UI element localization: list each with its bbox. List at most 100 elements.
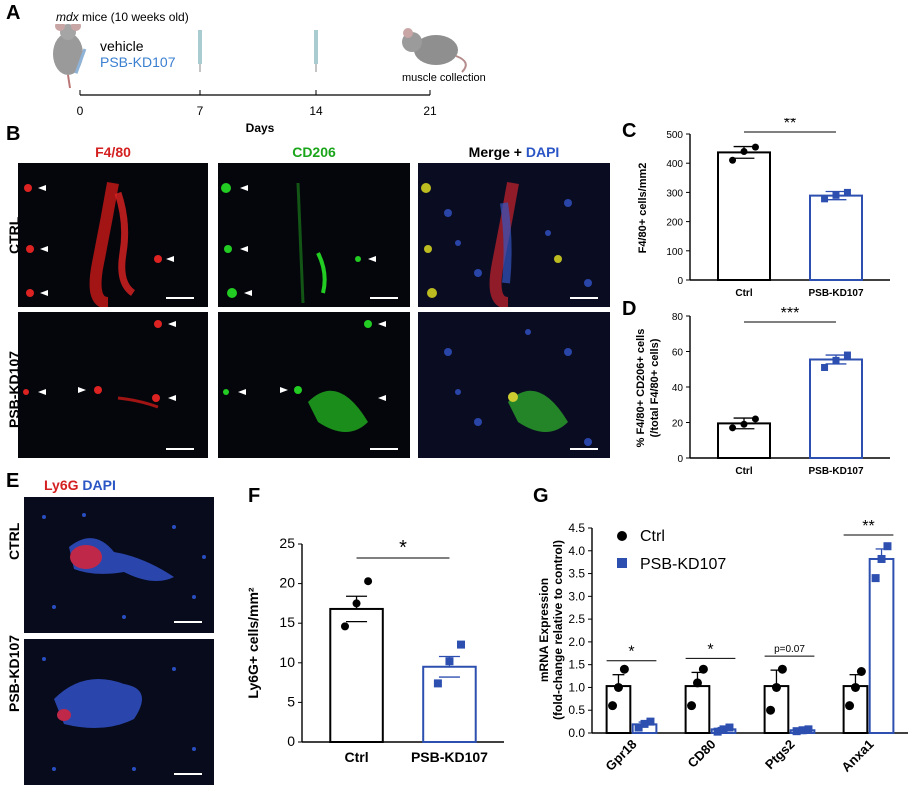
data-point <box>613 682 623 692</box>
micrograph-ly6g-psb <box>24 639 214 785</box>
x-tick-label: Ctrl <box>344 749 368 765</box>
muscle-collection-label: muscle collection <box>402 72 486 84</box>
merge-label: Merge + <box>468 144 526 160</box>
bar-cd80-ctrl <box>684 685 711 734</box>
data-point <box>821 363 829 371</box>
bar-ctrl <box>717 151 771 281</box>
bar-psb-kd107 <box>809 194 863 281</box>
timeline-panel: mdx mice (10 weeks old) <box>0 0 520 140</box>
syringe-icon-day14 <box>314 30 318 72</box>
y-tick-label: 300 <box>666 188 683 199</box>
data-point <box>640 719 649 728</box>
panel-label-e: E <box>6 470 20 492</box>
significance-marker: * <box>707 641 713 658</box>
data-point <box>740 420 748 428</box>
panel-label-a: A <box>6 2 21 24</box>
strain-name: mdx <box>56 10 79 24</box>
data-point <box>845 701 855 711</box>
y-tick-label: 60 <box>672 348 684 359</box>
col-title-f480: F4/80 <box>95 144 131 160</box>
chart-d: 0 20 40 60 80 Ctrl PSB-KD107 *** % F4/80+ CD206+… <box>635 305 890 477</box>
data-point <box>445 657 454 666</box>
panel-label-g: G <box>533 485 549 507</box>
data-point <box>798 726 807 735</box>
significance-marker: ** <box>784 118 796 132</box>
y-axis-label-2: (/total F4/80+ cells) <box>649 338 661 437</box>
y-tick-label: 0.5 <box>568 703 585 717</box>
x-tick-label: Ctrl <box>735 466 752 477</box>
y-axis-label: % F4/80+ CD206+ cells <box>635 329 647 448</box>
micrograph-ly6g-ctrl <box>24 497 214 633</box>
chart-g: 0.0 0.5 1.0 1.5 2.0 2.5 3.0 3.5 4.0 4.5 mRNA Expre… <box>537 518 908 775</box>
mouse-strain-label: mdx mice (10 weeks old) <box>56 10 189 24</box>
x-tick-label: PSB-KD107 <box>808 288 863 298</box>
data-point <box>608 701 618 711</box>
scale-bar <box>174 773 202 775</box>
y-tick-label: 2.5 <box>568 612 585 626</box>
tick-14: 14 <box>309 104 323 118</box>
y-tick-label: 40 <box>672 383 684 394</box>
y-tick-label: 200 <box>666 218 683 229</box>
timeline-graphic: 0 7 14 21 Days <box>53 24 467 135</box>
bar-psb-kd107 <box>422 665 477 743</box>
panel-label-c: C <box>622 120 637 142</box>
data-point <box>871 574 880 583</box>
legend-marker-psb <box>617 558 627 568</box>
data-point <box>729 156 737 164</box>
data-point <box>804 725 813 734</box>
tick-0: 0 <box>77 104 84 118</box>
row-label-ctrl: CTRL <box>6 522 22 560</box>
row-label-psb: PSB-KD107 <box>6 634 22 712</box>
y-axis-label: Ly6G+ cells/mm² <box>245 587 261 698</box>
y-tick-label: 80 <box>672 312 684 323</box>
x-tick-label: PSB-KD107 <box>411 749 488 765</box>
y-tick-label: 25 <box>279 535 295 551</box>
chart-c: 0 100 200 300 400 500 Ctrl PSB-KD107 ** F4/80+ ce… <box>637 118 890 298</box>
x-tick-label: CD80 <box>685 737 719 771</box>
data-point <box>792 727 801 736</box>
data-point <box>687 701 697 711</box>
ly6g-title: Ly6G DAPI <box>44 477 116 493</box>
scale-bar <box>166 297 194 299</box>
dapi-label: DAPI <box>525 144 560 160</box>
x-tick-label: Gpr18 <box>602 737 639 774</box>
data-point <box>877 554 886 563</box>
dapi-label: DAPI <box>78 477 116 493</box>
data-point <box>457 640 466 649</box>
y-tick-label: 1.5 <box>568 658 585 672</box>
y-tick-label: 4.0 <box>568 544 585 558</box>
data-point <box>692 678 702 688</box>
data-point <box>751 143 759 151</box>
x-tick-label: PSB-KD107 <box>808 466 863 477</box>
strain-desc: mice (10 weeks old) <box>78 10 189 24</box>
bar-anxa1-psb <box>868 557 895 734</box>
y-tick-label: 0.0 <box>568 726 585 740</box>
y-tick-label: 0 <box>677 454 683 465</box>
data-point <box>352 599 361 608</box>
legend-label-ctrl: Ctrl <box>640 528 665 545</box>
y-tick-label: 1.0 <box>568 680 585 694</box>
y-tick-label: 400 <box>666 159 683 170</box>
chart-f: 0 5 10 15 20 25 Ctrl PSB-KD107 * Ly6G+ cells/mm² <box>245 535 504 765</box>
panel-label-d: D <box>622 298 637 320</box>
data-point <box>433 679 442 688</box>
data-point <box>719 725 728 734</box>
y-tick-label: 20 <box>672 419 684 430</box>
data-point <box>883 542 892 551</box>
y-tick-label: 5 <box>287 693 295 709</box>
panel-label-f: F <box>248 485 261 507</box>
x-tick-label: Ctrl <box>735 288 752 298</box>
data-point <box>751 415 759 423</box>
data-point <box>713 727 722 736</box>
data-point <box>832 191 840 199</box>
data-point <box>364 577 373 586</box>
data-point <box>856 667 866 676</box>
y-axis-label: mRNA Expression <box>537 578 551 682</box>
bar-gpr18-ctrl <box>605 685 632 734</box>
y-axis-label-2: (fold-change relative to control) <box>551 540 565 720</box>
micrograph-ctrl-merge <box>418 163 610 307</box>
y-axis-label: F4/80+ cells/mm2 <box>637 163 649 254</box>
data-point <box>821 195 829 203</box>
data-point <box>698 664 708 674</box>
tick-7: 7 <box>197 104 204 118</box>
